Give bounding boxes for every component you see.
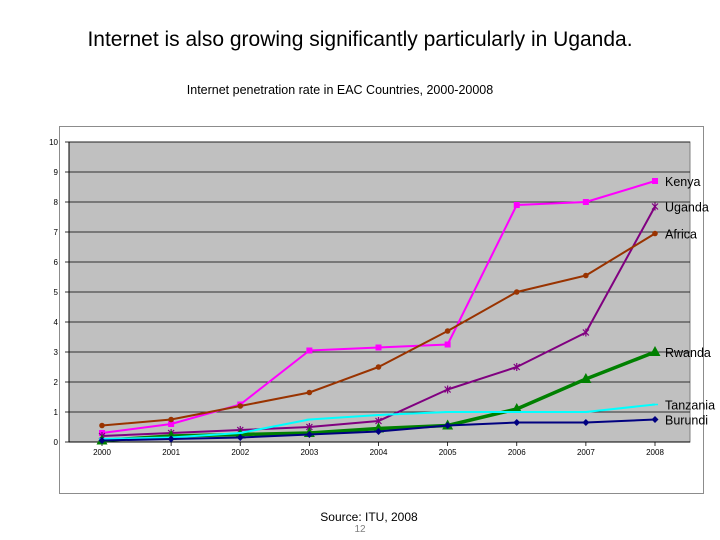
series-rwanda-point — [649, 346, 661, 356]
series-rwanda-point — [580, 373, 592, 383]
series-africa-point — [168, 416, 174, 423]
series-burundi — [98, 416, 659, 444]
series-burundi-point — [375, 428, 382, 435]
series-africa-point — [306, 389, 313, 396]
series-africa-label: Africa — [665, 228, 697, 242]
series-uganda-point — [582, 328, 590, 337]
series-kenya-label: Kenya — [665, 175, 700, 189]
series-africa-point — [444, 328, 451, 334]
series-rwanda-label: Rwanda — [665, 346, 711, 360]
series — [96, 178, 661, 445]
series-kenya-point — [375, 344, 382, 351]
y-tick-label: 0 — [54, 438, 59, 447]
x-tick-label: 2005 — [439, 448, 457, 457]
x-tick-label: 2004 — [370, 448, 388, 457]
source-note: Source: ITU, 2008 — [320, 510, 418, 524]
series-kenya-point — [168, 421, 175, 427]
series-burundi-point — [98, 437, 106, 444]
y-tick-label: 8 — [54, 198, 59, 207]
series-uganda-point — [651, 202, 659, 211]
series-tanzania-label: Tanzania — [665, 399, 715, 413]
series-africa-point — [237, 403, 244, 409]
x-tick-label: 2003 — [300, 448, 318, 457]
series-rwanda-point — [373, 422, 384, 433]
series-uganda-point — [444, 385, 452, 394]
y-tick-label: 1 — [54, 408, 59, 417]
x-tick-label: 2002 — [231, 448, 249, 457]
y-tick-label: 7 — [54, 228, 59, 237]
y-tick-label: 5 — [54, 288, 59, 297]
slide-title: Internet is also growing significantly p… — [87, 28, 633, 51]
y-tick-label: 9 — [54, 168, 59, 177]
x-tick-label: 2008 — [646, 448, 664, 457]
series-uganda-label: Uganda — [665, 201, 709, 215]
series-kenya-point — [652, 178, 658, 184]
y-tick-label: 3 — [54, 348, 59, 357]
series-burundi-point — [305, 431, 313, 438]
series-burundi-point — [651, 416, 659, 423]
series-burundi-point — [582, 419, 590, 426]
series-kenya-point — [306, 347, 313, 354]
series-africa — [99, 230, 658, 429]
series-africa-point — [652, 230, 658, 237]
series-rwanda-point — [511, 403, 523, 413]
y-tick-label: 6 — [54, 258, 59, 267]
series-burundi-point — [513, 419, 521, 426]
series-africa-point — [375, 364, 382, 370]
series-burundi-point — [167, 435, 175, 443]
series-kenya-point — [582, 199, 589, 205]
x-tick-label: 2006 — [508, 448, 526, 457]
y-tick-label: 4 — [54, 318, 59, 327]
chart-title: Internet penetration rate in EAC Countri… — [186, 83, 494, 97]
series-africa-point — [513, 289, 520, 295]
x-tick-label: 2007 — [577, 448, 595, 457]
series-africa-point — [99, 422, 105, 429]
series-kenya-point — [513, 202, 520, 208]
x-tick-label: 2000 — [93, 448, 111, 457]
series-burundi-point — [444, 422, 452, 429]
y-tick-label: 2 — [54, 378, 59, 387]
series-kenya-point — [444, 341, 451, 348]
page-number: 12 — [354, 524, 366, 535]
y-tick-label: 10 — [49, 138, 58, 147]
x-tick-label: 2001 — [162, 448, 180, 457]
series-burundi-label: Burundi — [665, 414, 708, 428]
series-uganda-point — [513, 363, 521, 371]
series-burundi-point — [236, 434, 244, 441]
series-africa-point — [583, 272, 589, 279]
axes: 0 1 2 3 4 5 6 7 8 9 10 2000 2001 2002 2003 2004 2005 2006… — [49, 138, 690, 457]
